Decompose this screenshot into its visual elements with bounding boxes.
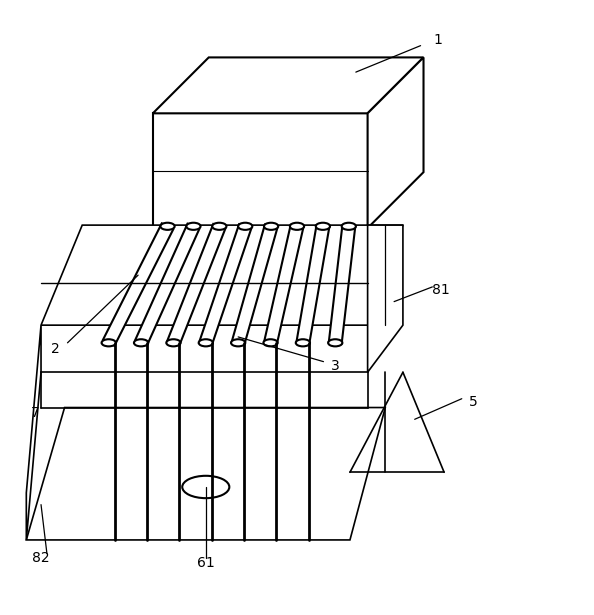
Ellipse shape bbox=[316, 223, 330, 230]
Ellipse shape bbox=[264, 223, 278, 230]
Polygon shape bbox=[200, 224, 251, 345]
Polygon shape bbox=[103, 223, 173, 346]
Polygon shape bbox=[296, 225, 329, 344]
Ellipse shape bbox=[166, 339, 181, 346]
Polygon shape bbox=[26, 408, 386, 540]
Ellipse shape bbox=[290, 223, 304, 230]
Ellipse shape bbox=[187, 223, 201, 230]
Text: 3: 3 bbox=[331, 359, 340, 373]
Text: 7: 7 bbox=[31, 407, 40, 421]
Polygon shape bbox=[135, 224, 200, 346]
Polygon shape bbox=[329, 226, 355, 344]
Text: 81: 81 bbox=[432, 283, 450, 297]
Text: 5: 5 bbox=[469, 395, 478, 408]
Polygon shape bbox=[368, 225, 403, 372]
Ellipse shape bbox=[198, 339, 213, 346]
Ellipse shape bbox=[263, 339, 277, 346]
Ellipse shape bbox=[102, 339, 116, 346]
Text: 82: 82 bbox=[32, 550, 50, 565]
Ellipse shape bbox=[238, 223, 252, 230]
Polygon shape bbox=[41, 225, 403, 325]
Text: 2: 2 bbox=[51, 342, 60, 355]
Polygon shape bbox=[368, 57, 424, 228]
Polygon shape bbox=[153, 57, 424, 113]
Polygon shape bbox=[26, 325, 41, 540]
Ellipse shape bbox=[231, 339, 245, 346]
Text: 61: 61 bbox=[197, 557, 214, 571]
Ellipse shape bbox=[342, 223, 356, 230]
Ellipse shape bbox=[212, 223, 226, 230]
Ellipse shape bbox=[296, 339, 310, 346]
Polygon shape bbox=[168, 224, 225, 345]
Ellipse shape bbox=[328, 339, 342, 346]
Polygon shape bbox=[264, 225, 304, 344]
Ellipse shape bbox=[160, 223, 175, 230]
Polygon shape bbox=[153, 113, 368, 228]
Polygon shape bbox=[232, 224, 277, 344]
Ellipse shape bbox=[134, 339, 148, 346]
Text: 1: 1 bbox=[434, 33, 443, 47]
